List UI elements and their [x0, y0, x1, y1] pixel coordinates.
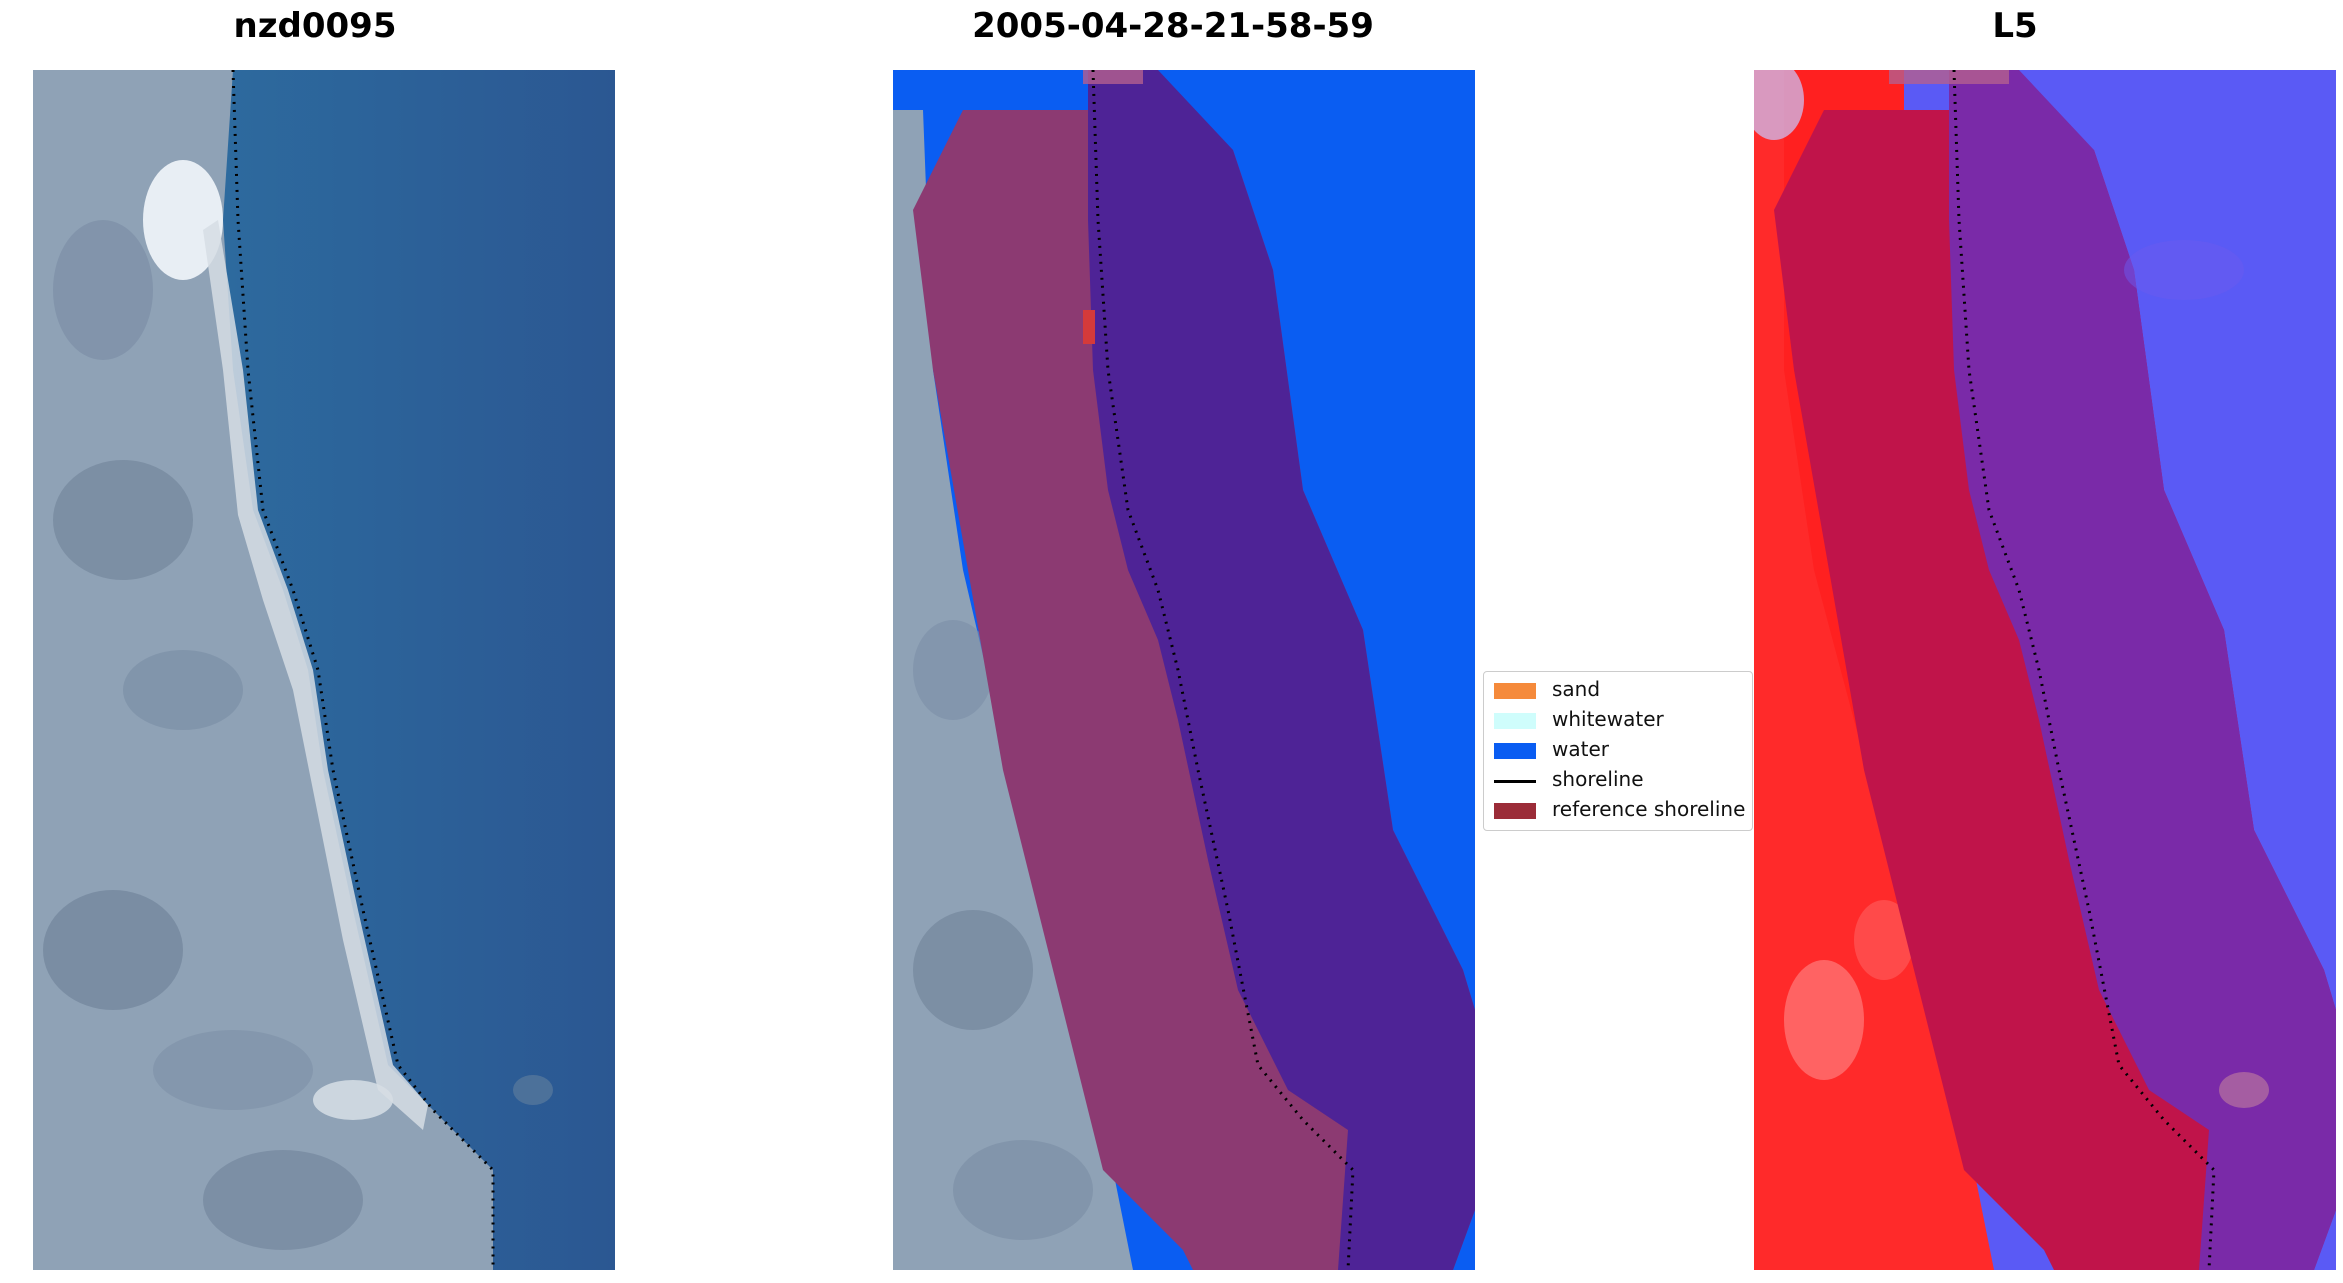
legend-item-shoreline: shoreline	[1484, 765, 1752, 795]
rgb-image-panel	[33, 70, 615, 1270]
whitewater-swatch	[1494, 713, 1536, 729]
legend-item-sand: sand	[1484, 675, 1752, 705]
panel-title-rgb: nzd0095	[233, 6, 397, 46]
water-swatch	[1494, 743, 1536, 759]
legend-item-water: water	[1484, 735, 1752, 765]
sand-swatch	[1494, 683, 1536, 699]
legend-item-whitewater: whitewater	[1484, 705, 1752, 735]
legend-label: water	[1552, 737, 1609, 761]
legend-item-reference-shoreline: reference shoreline	[1484, 795, 1752, 825]
legend-label: sand	[1552, 677, 1601, 701]
legend: sand whitewater water shoreline referenc…	[1483, 671, 1753, 831]
rgb-satellite-image	[33, 70, 615, 1270]
index-image	[1754, 70, 2336, 1270]
panel-title-classified: 2005-04-28-21-58-59	[972, 6, 1374, 46]
legend-label: reference shoreline	[1552, 797, 1746, 821]
classified-image	[893, 70, 1475, 1270]
index-image-panel	[1754, 70, 2336, 1270]
shoreline-swatch	[1494, 780, 1536, 783]
panel-title-index: L5	[1992, 6, 2038, 46]
legend-label: shoreline	[1552, 767, 1644, 791]
classified-image-panel	[893, 70, 1475, 1270]
legend-label: whitewater	[1552, 707, 1664, 731]
reference-shoreline-swatch	[1494, 803, 1536, 819]
